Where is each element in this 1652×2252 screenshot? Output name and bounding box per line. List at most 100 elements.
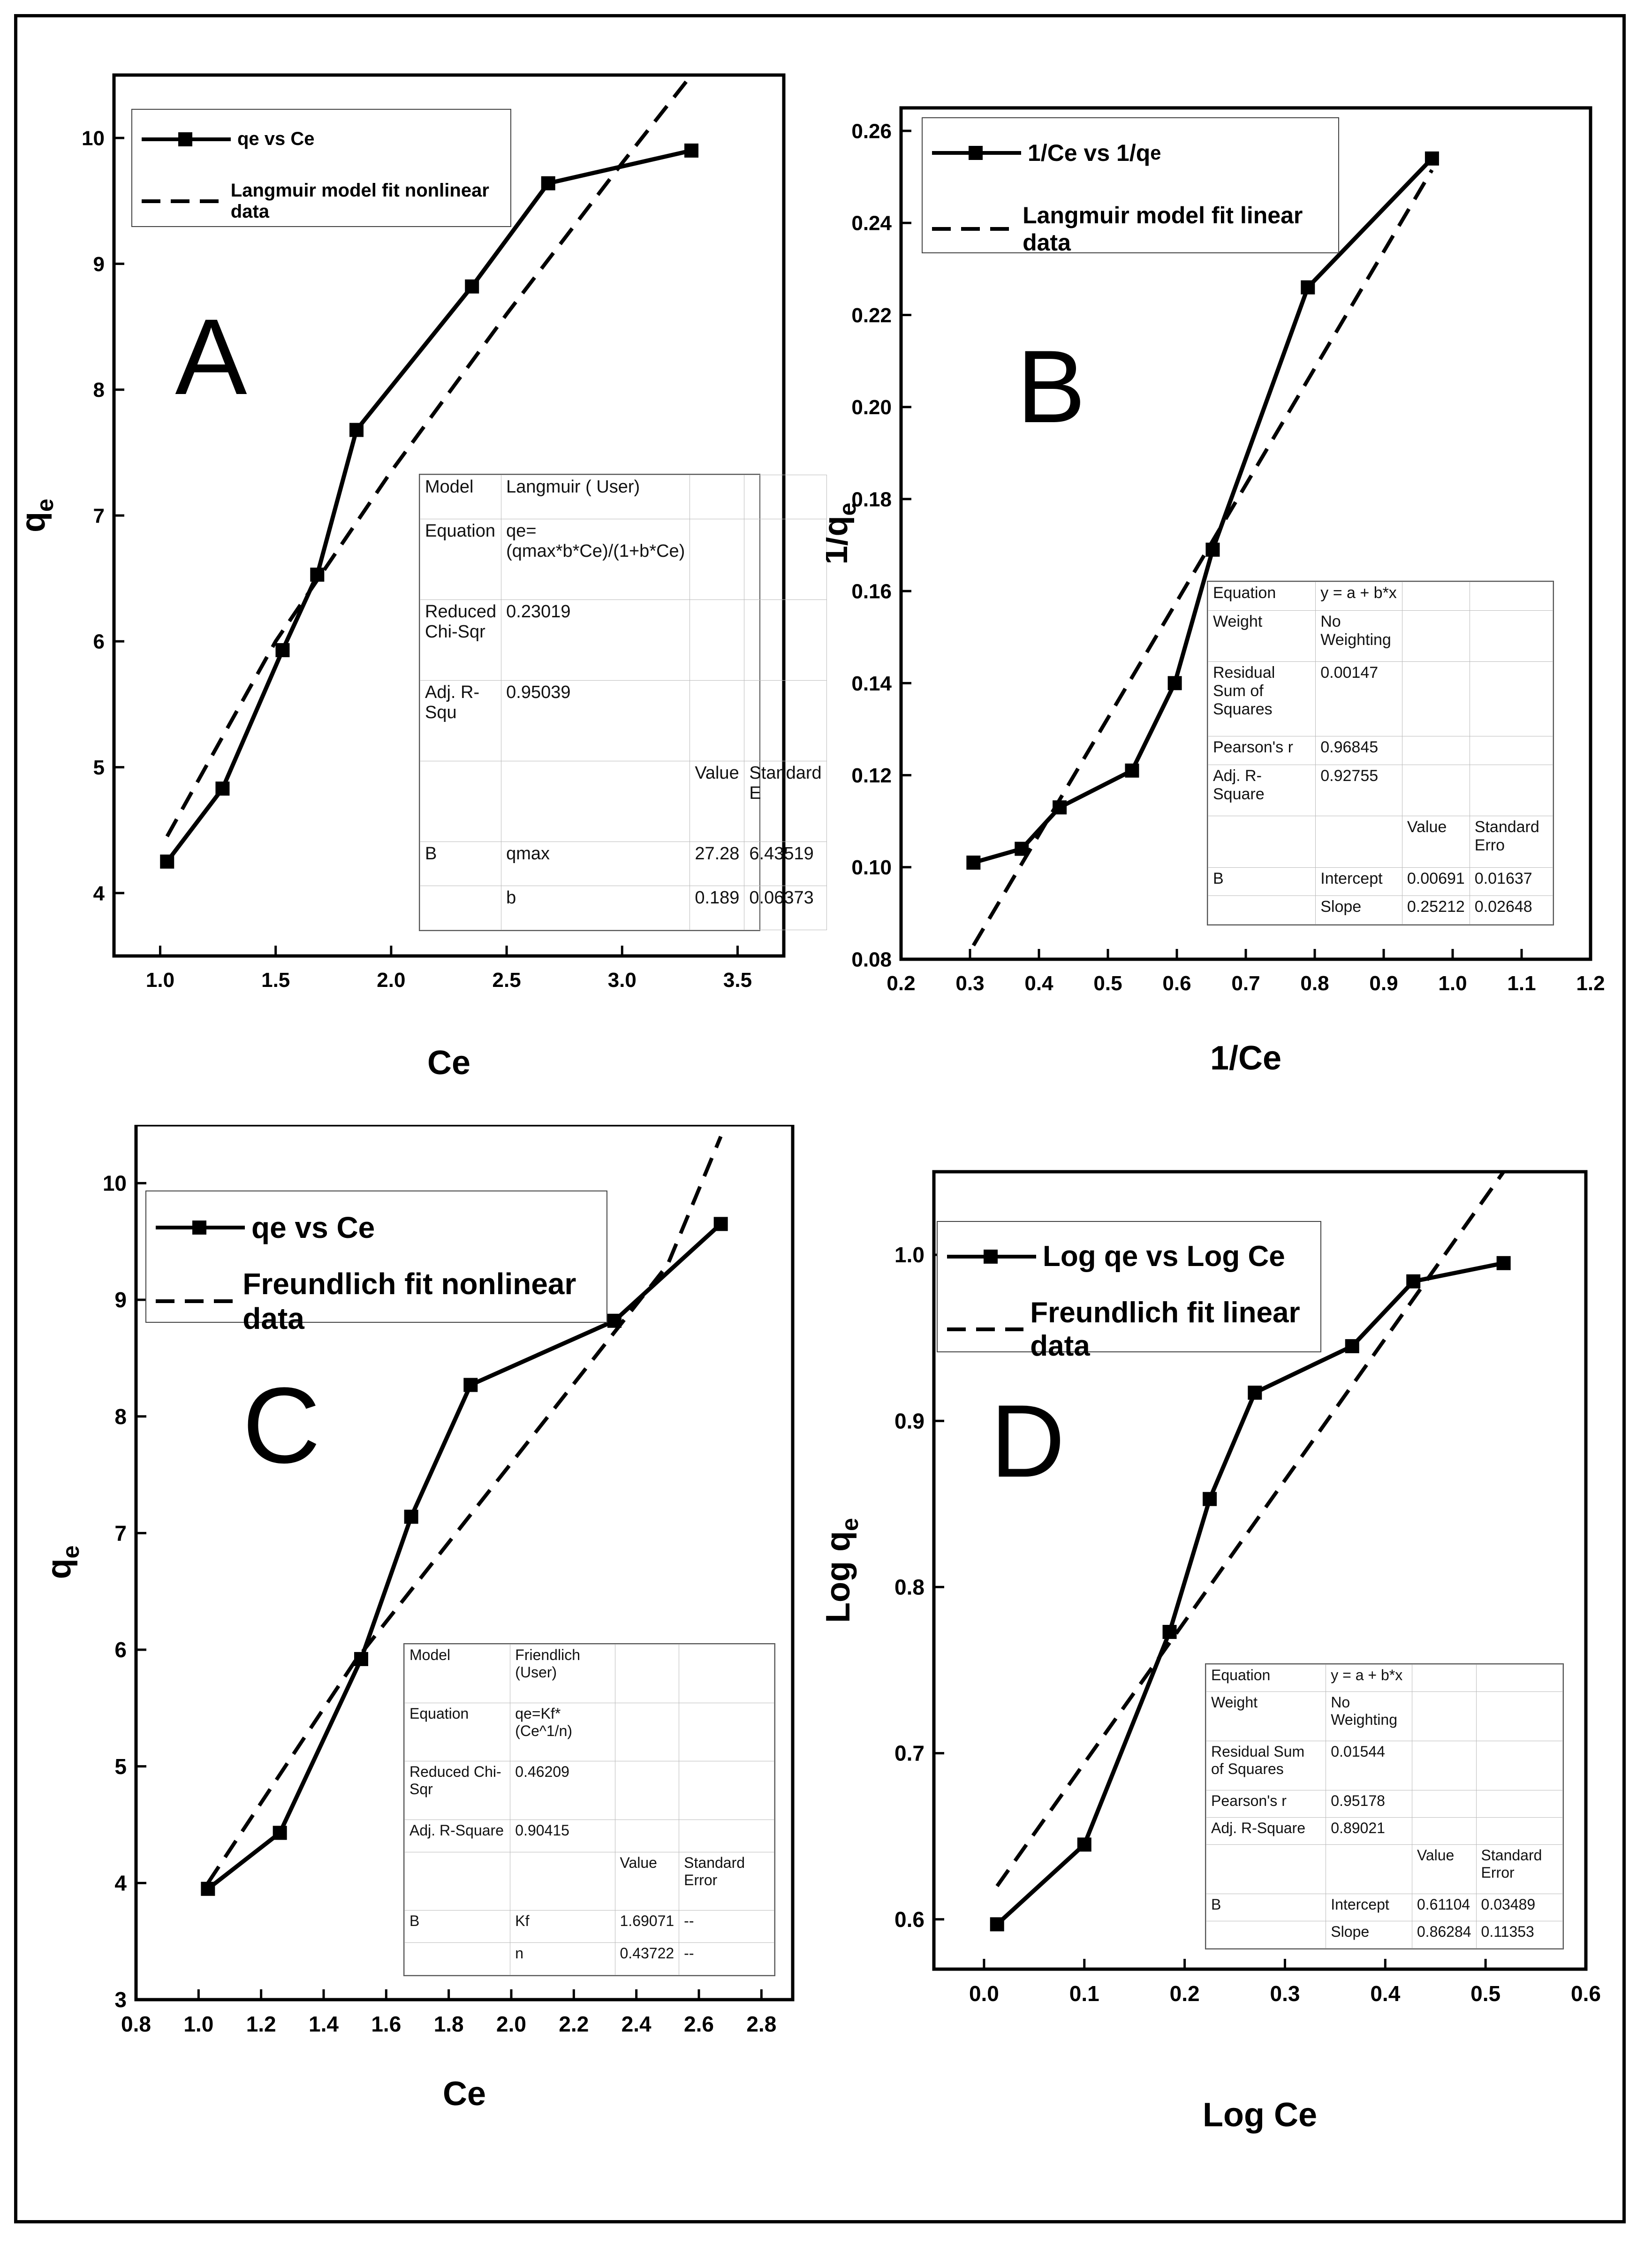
x-tick-label: 0.2 (887, 972, 915, 995)
stats-cell: Intercept (1315, 867, 1402, 896)
y-tick-label: 6 (114, 1638, 127, 1662)
stats-cell: B (404, 1910, 511, 1943)
y-tick-label: 0.16 (851, 580, 892, 603)
y-tick-label: 0.14 (851, 672, 892, 695)
stats-cell (1402, 661, 1470, 737)
stats-cell: 0.03489 (1476, 1893, 1563, 1921)
y-tick-label: 8 (114, 1404, 127, 1429)
legend-c: qe vs Ce Freundlich fit nonlinear data (145, 1190, 607, 1335)
x-tick-label: 1.0 (146, 969, 174, 992)
stats-row: Adj. R-Square 0.89021 (1205, 1817, 1563, 1845)
stats-cell (1476, 1740, 1563, 1790)
legend-dashed-icon (932, 227, 1016, 231)
stats-cell: 0.86284 (1411, 1920, 1477, 1949)
x-tick-label: 2.5 (493, 969, 521, 992)
stats-row: Value Standard Error (1205, 1844, 1563, 1894)
y-tick-label: 0.22 (851, 304, 892, 327)
stats-cell: Weight (1207, 610, 1316, 662)
data-line-series (165, 148, 692, 863)
stats-cell: y = a + b*x (1315, 582, 1402, 611)
chart-b: 0.2 0.3 0.4 0.5 0.6 0.7 0.8 0.9 1.0 1.1 1.2 0.08 0.1… (817, 106, 1605, 1077)
stats-row: Residual Sum of Squares 0.01544 (1205, 1740, 1563, 1790)
stats-cell: Reduced Chi-Sqr (404, 1761, 511, 1820)
panel-a: 1.0 1.5 2.0 2.5 3.0 3.5 4 5 6 7 8 9 10 Ce qe A qe vs Ce… (0, 0, 827, 1125)
stats-cell (1205, 1920, 1326, 1949)
stats-cell: Equation (419, 519, 502, 600)
data-point-marker (1077, 1837, 1091, 1852)
stats-cell (679, 1644, 774, 1703)
x-tick-label: 0.6 (1571, 1981, 1601, 2006)
stats-cell: Residual Sum of Squares (1205, 1740, 1326, 1790)
stats-cell: 0.61104 (1411, 1893, 1477, 1921)
y-tick-label: 6 (93, 630, 105, 653)
stats-cell (744, 519, 827, 600)
x-tick-label: 2.6 (684, 2012, 714, 2036)
fit-line-series (165, 75, 693, 838)
x-tick-label: 0.4 (1370, 1981, 1400, 2006)
stats-cell: 0.01637 (1469, 867, 1553, 896)
stats-cell: Adj. R-Square (1207, 764, 1316, 817)
stats-cell: Value (1411, 1844, 1477, 1894)
x-tick-label: 0.8 (1300, 972, 1329, 995)
stats-row: Value Standard Erro (1207, 816, 1553, 868)
panel-letter: D (991, 1383, 1065, 1499)
data-point-marker (1301, 280, 1315, 295)
x-tick-label: 0.7 (1231, 972, 1260, 995)
y-tick-label: 1.0 (894, 1243, 925, 1267)
stats-cell: B (419, 841, 502, 886)
stats-cell: qmax (501, 841, 690, 886)
stats-cell (1476, 1664, 1563, 1692)
x-tick-label: 1.2 (1576, 972, 1605, 995)
stats-cell (1402, 764, 1470, 817)
y-axis-label: qe (40, 1545, 84, 1579)
x-tick-label: 0.2 (1170, 1981, 1200, 2006)
stats-cell (614, 1702, 680, 1761)
x-tick-label: 1.5 (261, 969, 290, 992)
stats-row: Model Langmuir ( User) (419, 474, 827, 520)
x-tick-label: 2.8 (746, 2012, 776, 2036)
stats-row: Value Standard Error (404, 1851, 774, 1911)
stats-cell (501, 760, 690, 842)
stats-cell: n (510, 1942, 615, 1975)
stats-row: Adj. R-Square 0.92755 (1207, 764, 1553, 817)
stats-cell: 0.23019 (501, 599, 690, 681)
plot-area-frame (134, 1123, 795, 2002)
stats-cell (1207, 816, 1316, 868)
chart-c: 0.8 1.0 1.2 1.4 1.6 1.8 2.0 2.2 2.4 2.6 2.8 3 4 5 6 7 8 9… (40, 1123, 795, 2113)
panel-letter: A (175, 296, 247, 417)
legend-dashed-icon (947, 1327, 1024, 1331)
data-point-marker (990, 1917, 1004, 1932)
stats-cell: B (1207, 867, 1316, 896)
data-point-marker (354, 1652, 368, 1666)
data-point-marker (713, 1217, 728, 1231)
stats-cell: Pearson's r (1205, 1789, 1326, 1818)
stats-cell: 0.95039 (501, 680, 690, 761)
figure-frame (14, 14, 1626, 2223)
stats-cell: Slope (1326, 1920, 1412, 1949)
stats-row: b 0.189 0.06373 (419, 885, 827, 931)
stats-row: Slope 0.86284 0.11353 (1205, 1920, 1563, 1949)
x-tick-label: 0.9 (1369, 972, 1398, 995)
legend-a: qe vs Ce Langmuir model fit nonlinear da… (131, 109, 511, 227)
y-tick-label: 4 (114, 1871, 127, 1895)
panel-c: 0.8 1.0 1.2 1.4 1.6 1.8 2.0 2.2 2.4 2.6 2.8 3 4 5 6 7 8 9… (0, 1123, 826, 2250)
chart-a: 1.0 1.5 2.0 2.5 3.0 3.5 4 5 6 7 8 9 10 Ce qe A (15, 73, 786, 1082)
x-tick-label: 2.0 (496, 2012, 526, 2036)
y-tick-label: 0.7 (894, 1741, 925, 1766)
stats-cell (679, 1702, 774, 1761)
y-tick-label: 7 (93, 504, 105, 527)
stats-cell: 1.69071 (614, 1910, 680, 1943)
panel-d: 0.0 0.1 0.2 0.3 0.4 0.5 0.6 0.6 0.7 0.8 0.9 1.0 Log … (819, 1125, 1652, 2250)
stats-cell (1205, 1844, 1326, 1894)
stats-cell (679, 1761, 774, 1820)
data-point-marker (1205, 542, 1220, 557)
panel-letter: B (1017, 329, 1086, 444)
stats-cell (1411, 1817, 1477, 1845)
stats-cell (510, 1851, 615, 1911)
stats-cell (1476, 1817, 1563, 1845)
stats-cell: 6.43519 (744, 841, 827, 886)
x-axis-label: 1/Ce (1210, 1039, 1281, 1077)
x-tick-label: 0.3 (1270, 1981, 1300, 2006)
stats-cell: Model (404, 1644, 511, 1703)
